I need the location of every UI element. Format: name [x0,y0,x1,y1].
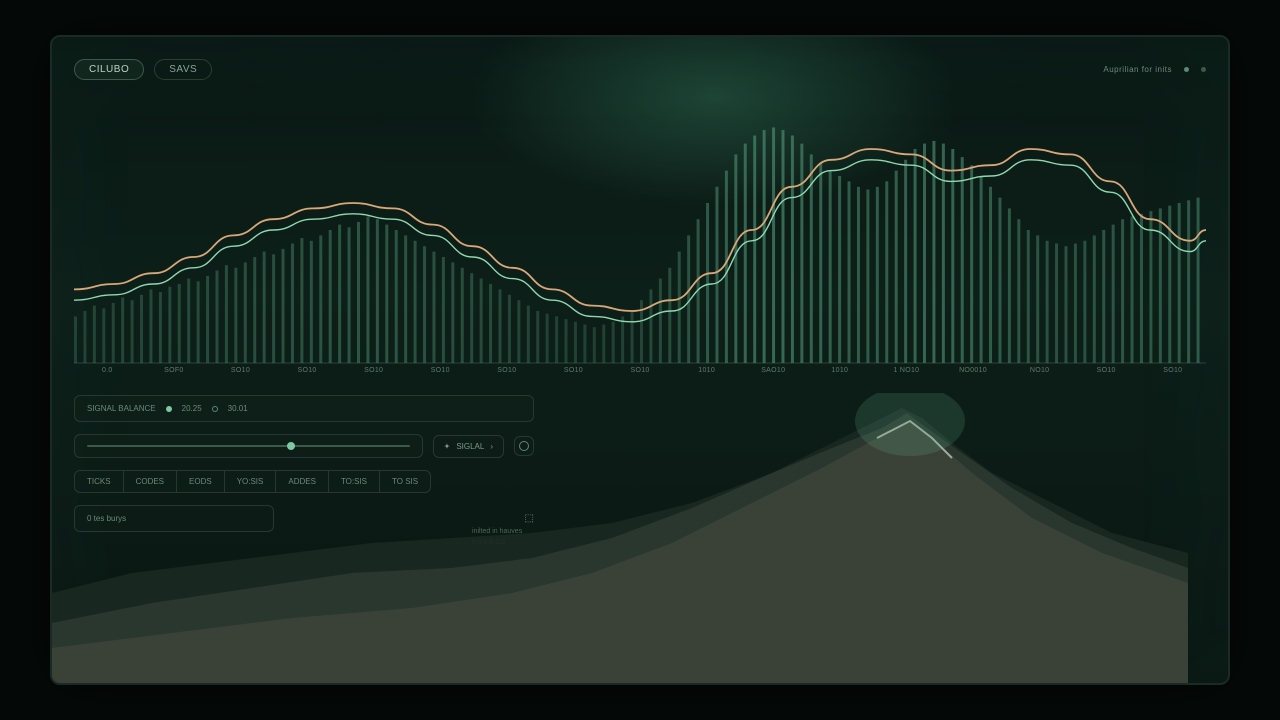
bolt-icon: ✦ [444,442,451,451]
action-label: SIGLAL [456,442,484,451]
controls-panel: SIGNAL BALANCE 20.25 30.01 ✦ SIGLAL › [74,395,534,532]
x-axis-labels: 0.0SOF0SO10SO10SO10SO10SO10SO10SO101010S… [74,367,1206,374]
circle-button[interactable] [514,436,534,456]
circle-icon [519,441,529,451]
x-tick-label: SO10 [340,367,407,374]
tab-item[interactable]: TICKS [75,471,124,492]
x-tick-label: SO10 [607,367,674,374]
overlay-line2: 0.0 0.0 0.0 [472,538,522,549]
main-chart [74,95,1206,365]
tab-item[interactable]: ADDES [276,471,329,492]
slider-track-box[interactable] [74,434,423,458]
slider-control[interactable]: SIGNAL BALANCE 20.25 30.01 [74,395,534,422]
x-tick-label: SO10 [1073,367,1140,374]
tab-item[interactable]: CODES [124,471,177,492]
slider-track[interactable] [87,445,410,447]
overlay-line1: inilted in hauves [472,527,522,538]
tab-item[interactable]: YO:SIS [225,471,277,492]
x-tick-label: SO10 [274,367,341,374]
x-tick-label: SO10 [474,367,541,374]
indicator-dot-icon [166,406,172,412]
chevron-right-icon: › [490,442,493,451]
slider-value-a: 20.25 [182,404,202,413]
x-tick-label: SO10 [207,367,274,374]
x-tick-label: 0.0 [74,367,141,374]
slider-thumb[interactable] [287,442,295,450]
indicator-dot-icon [212,406,218,412]
overlay-readout: inilted in hauves 0.0 0.0 0.0 [472,527,522,548]
secondary-pill[interactable]: SAVS [154,59,212,80]
dashboard-monitor: CILUBO SAVS Auprilian for inits 0.0SOF0S… [50,35,1230,685]
x-tick-label: SO10 [1140,367,1207,374]
misc-icon: ⬚ [525,513,534,524]
tab-item[interactable]: TO SIS [380,471,430,492]
slider-label: SIGNAL BALANCE [87,404,156,413]
x-tick-label: NO10 [1006,367,1073,374]
tab-item[interactable]: EODS [177,471,225,492]
x-tick-label: 1 NO10 [873,367,940,374]
header-bar: CILUBO SAVS Auprilian for inits [74,55,1206,83]
x-tick-label: SAO10 [740,367,807,374]
x-tick-label: 1010 [673,367,740,374]
status-dot-icon [1184,67,1189,72]
info-box[interactable]: 0 tes burys [74,505,274,532]
x-tick-label: NO0010 [940,367,1007,374]
x-tick-label: SO10 [407,367,474,374]
tab-item[interactable]: TO:SIS [329,471,380,492]
x-tick-label: SOF0 [141,367,208,374]
x-tick-label: SO10 [540,367,607,374]
slider-value-b: 30.01 [228,404,248,413]
chart-svg [74,95,1206,365]
action-button[interactable]: ✦ SIGLAL › [433,435,504,458]
x-tick-label: 1010 [807,367,874,374]
status-dot-icon [1201,67,1206,72]
info-label: 0 tes burys [87,514,126,523]
tab-strip: TICKSCODESEODSYO:SISADDESTO:SISTO SIS [74,470,431,493]
header-right: Auprilian for inits [1103,65,1206,74]
primary-pill[interactable]: CILUBO [74,59,144,80]
header-right-label: Auprilian for inits [1103,65,1172,74]
